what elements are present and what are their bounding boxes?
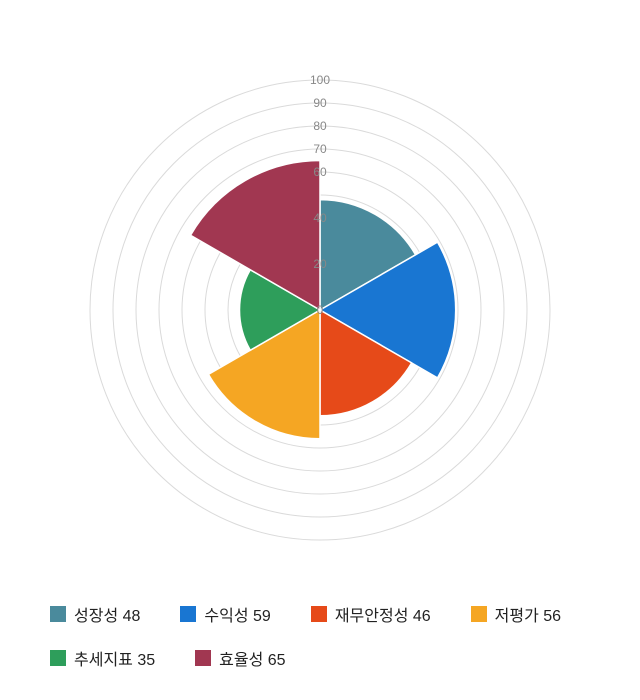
polar-chart-container: 0 20 40 60 70 80 90 100 성장성 48 수익성 59 재무안정성 46 저평가… — [0, 0, 640, 700]
legend-label: 성장성 48 — [74, 602, 140, 626]
legend-item-5: 효율성 65 — [195, 646, 285, 670]
legend-swatch — [311, 606, 327, 622]
axis-tick-label: 60 — [313, 165, 327, 179]
legend-item-4: 추세지표 35 — [50, 646, 155, 670]
legend-swatch — [180, 606, 196, 622]
legend-item-1: 수익성 59 — [180, 602, 270, 626]
legend-label: 추세지표 35 — [74, 646, 155, 670]
legend-swatch — [50, 606, 66, 622]
legend-label: 재무안정성 46 — [335, 602, 431, 626]
legend-label: 저평가 56 — [495, 602, 561, 626]
legend-item-0: 성장성 48 — [50, 602, 140, 626]
axis-tick-label: 80 — [313, 119, 327, 133]
axis-tick-label: 100 — [310, 73, 330, 87]
axis-tick-label: 40 — [313, 211, 327, 225]
legend-swatch — [471, 606, 487, 622]
axis-tick-label: 70 — [313, 142, 327, 156]
chart-legend: 성장성 48 수익성 59 재무안정성 46 저평가 56 추세지표 35 효율성 65 — [50, 602, 590, 670]
legend-swatch — [195, 650, 211, 666]
axis-tick-label: 90 — [313, 96, 327, 110]
legend-item-2: 재무안정성 46 — [311, 602, 431, 626]
legend-label: 효율성 65 — [219, 646, 285, 670]
legend-label: 수익성 59 — [204, 602, 270, 626]
legend-swatch — [50, 650, 66, 666]
axis-tick-label: 0 — [317, 303, 324, 317]
polar-chart-svg: 0 20 40 60 70 80 90 100 — [0, 0, 640, 580]
legend-item-3: 저평가 56 — [471, 602, 561, 626]
axis-tick-label: 20 — [313, 257, 327, 271]
